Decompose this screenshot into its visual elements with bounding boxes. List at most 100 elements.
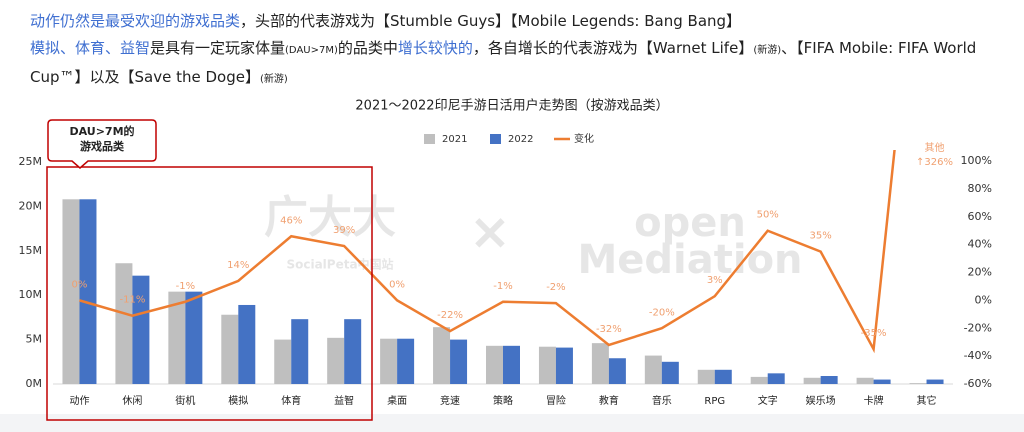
x-tick-label: 益智	[334, 394, 354, 407]
bar	[697, 369, 715, 384]
header-text: (新游)	[259, 74, 288, 85]
data-label: 50%	[757, 210, 779, 221]
bar	[856, 377, 874, 384]
bar	[274, 339, 292, 384]
x-tick-label: 休闲	[122, 394, 142, 407]
data-label: -1%	[176, 281, 195, 292]
bar	[291, 319, 309, 384]
bar	[608, 358, 626, 384]
legend-label: 变化	[574, 132, 594, 145]
y2-tick-label: 20%	[968, 266, 992, 279]
bar	[185, 291, 203, 384]
x-tick-label: 卡牌	[864, 394, 884, 407]
bar	[538, 346, 556, 384]
bar	[380, 338, 398, 384]
bar	[115, 263, 133, 384]
data-label: -35%	[861, 328, 887, 339]
x-tick-label: 动作	[69, 395, 89, 407]
x-tick-label: 竞速	[440, 394, 460, 407]
line-annotation: 其他	[925, 141, 945, 154]
bar	[750, 376, 768, 384]
bar	[79, 199, 97, 384]
header: 动作仍然是最受欢迎的游戏品类，头部的代表游戏为【Stumble Guys】【Mo…	[30, 8, 1010, 93]
legend-label: 2021	[442, 134, 467, 145]
y2-tick-label: -20%	[964, 321, 992, 334]
bar	[873, 379, 891, 384]
bar	[397, 338, 415, 384]
callout-text: 游戏品类	[80, 139, 125, 153]
x-tick-label: 模拟	[228, 394, 248, 407]
header-text: 模拟、体育、益智	[30, 39, 151, 57]
x-tick-label: 娱乐场	[806, 394, 836, 407]
x-tick-label: 体育	[281, 394, 301, 407]
y2-tick-label: 60%	[968, 210, 992, 223]
y2-tick-label: 0%	[975, 293, 992, 306]
callout-box	[47, 119, 157, 169]
bar	[926, 379, 944, 384]
watermark: 广大大	[264, 192, 396, 243]
x-tick-label: 其它	[917, 394, 937, 407]
y2-tick-label: -40%	[964, 349, 992, 362]
bar	[62, 199, 80, 384]
x-tick-label: 文字	[758, 394, 778, 407]
bar	[450, 339, 468, 384]
header-text: (新游)	[753, 45, 782, 56]
y-tick-label: 20M	[19, 199, 43, 212]
x-tick-label: RPG	[704, 396, 725, 407]
y2-tick-label: 40%	[968, 238, 992, 251]
callout-text: DAU>7M的	[69, 124, 134, 138]
bar	[168, 291, 186, 384]
data-label: -11%	[119, 295, 145, 306]
data-label: -32%	[596, 324, 622, 335]
bar	[661, 361, 679, 384]
data-label: -22%	[437, 310, 463, 321]
data-label: -2%	[546, 282, 565, 293]
header-text: 是具有一定玩家体量	[150, 39, 286, 57]
bar	[714, 369, 732, 384]
bar	[767, 373, 785, 384]
bar	[327, 337, 345, 384]
bar	[344, 319, 362, 384]
legend-swatch	[424, 134, 435, 144]
header-text: (DAU>7M)	[285, 45, 338, 56]
line	[79, 150, 896, 354]
y-tick-label: 0M	[26, 377, 43, 390]
data-label: 3%	[707, 275, 723, 286]
chart-title: 2021～2022印尼手游日活用户走势图（按游戏品类）	[355, 98, 668, 114]
data-label: 39%	[333, 225, 355, 236]
x-tick-label: 桌面	[387, 394, 407, 407]
x-tick-label: 街机	[175, 394, 195, 407]
data-label: 46%	[280, 215, 302, 226]
bar	[132, 275, 150, 384]
header-text: 的品类中	[337, 39, 398, 57]
y2-tick-label: 80%	[968, 182, 992, 195]
data-label: -20%	[649, 307, 675, 318]
bar	[486, 345, 503, 384]
y-tick-label: 15M	[19, 244, 43, 257]
bar	[820, 376, 838, 384]
y-tick-label: 10M	[19, 288, 43, 301]
bar	[591, 343, 609, 384]
bar	[503, 345, 520, 384]
bar	[433, 327, 451, 384]
line-group	[79, 150, 896, 354]
data-label: 35%	[810, 231, 832, 242]
bar	[644, 355, 662, 384]
y-tick-label: 25M	[19, 155, 43, 168]
bar	[803, 377, 821, 384]
bar	[555, 347, 573, 384]
bar	[238, 304, 256, 384]
watermark: Mediation	[577, 237, 802, 283]
watermark: ×	[469, 203, 511, 261]
header-text: ，头部的代表游戏为【Stumble Guys】【Mobile Legends: …	[240, 12, 742, 30]
legend-swatch	[490, 134, 501, 144]
data-label: 0%	[389, 279, 405, 290]
y2-tick-label: 100%	[961, 154, 992, 167]
header-text: ，各自增长的代表游戏为【Warnet Life】	[472, 39, 754, 57]
data-label: 14%	[227, 260, 249, 271]
header-text: 、【FIFA Mobile: FIFA World Cup™】以及【Save t…	[30, 39, 977, 86]
data-label: -1%	[493, 281, 512, 292]
legend-label: 2022	[508, 134, 533, 145]
